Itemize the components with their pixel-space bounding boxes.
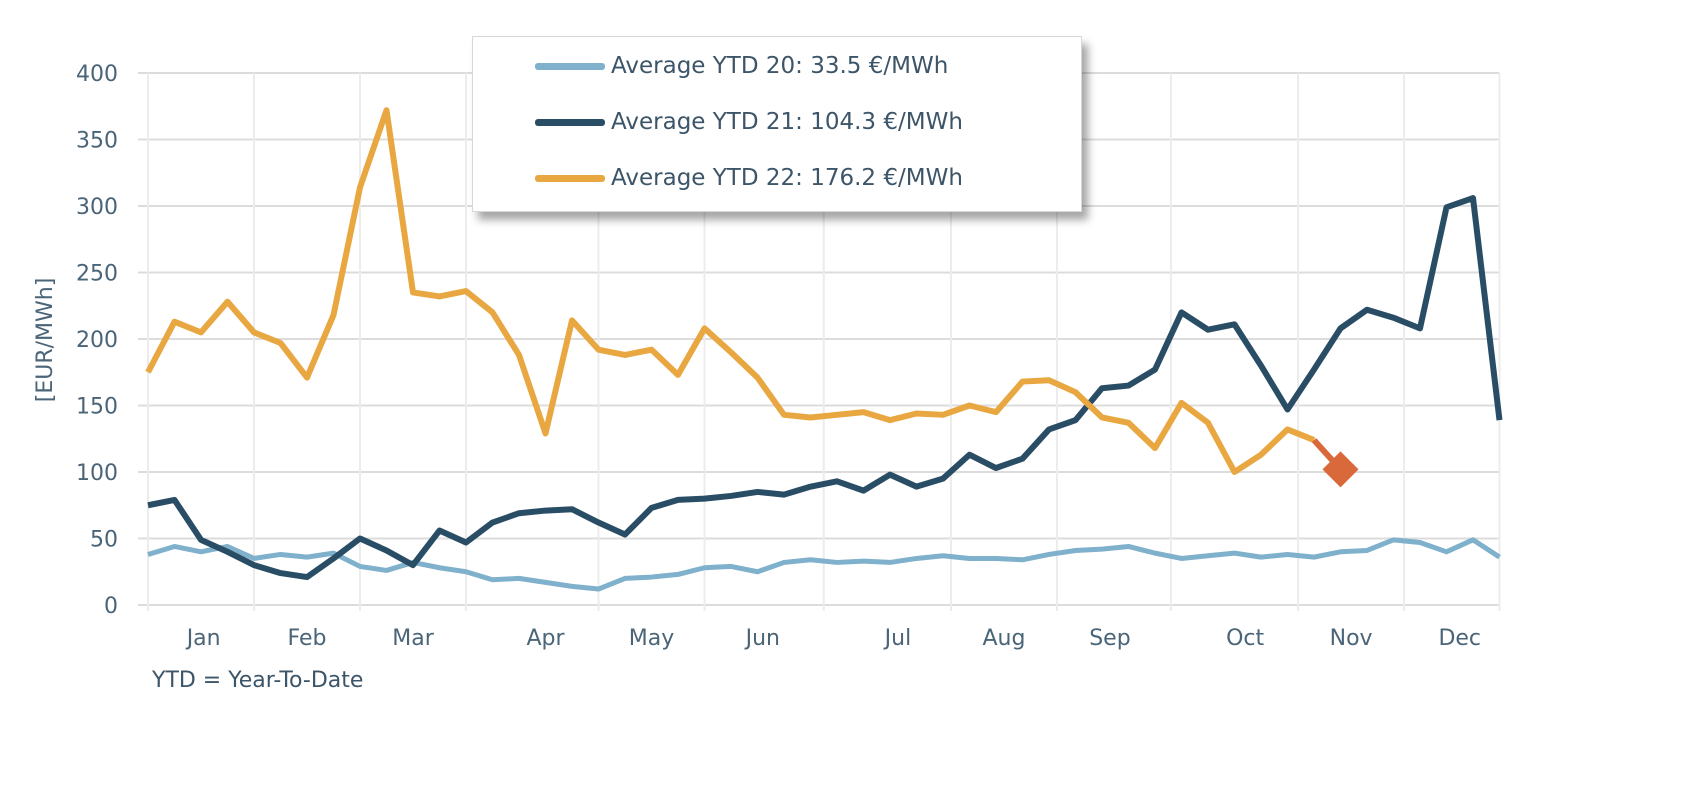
y-tick-label: 50 [90,528,118,553]
x-tick-label: Mar [392,626,434,651]
y-tick-label: 100 [76,461,118,486]
x-tick-label: May [629,626,674,651]
current-point-marker [1322,451,1359,488]
x-tick-label: Apr [526,626,565,651]
y-tick-label: 400 [76,62,118,87]
footnote: YTD = Year-To-Date [152,668,364,693]
y-tick-label: 200 [76,328,118,353]
legend-label: Average YTD 20: 33.5 €/MWh [611,53,949,79]
series-line-0 [147,537,1501,592]
y-tick-label: 350 [76,129,118,154]
legend-item-ytd21: Average YTD 21: 104.3 €/MWh [535,109,963,135]
series-lines [145,107,1503,592]
legend-label: Average YTD 22: 176.2 €/MWh [611,165,963,191]
x-tick-label: Nov [1330,626,1373,651]
x-axis-ticks: Jan Feb Mar Apr May Jun Jul Aug Sep Oct Nov Dec [185,626,1481,651]
series-line-2 [145,107,1316,475]
y-axis-label: [EUR/MWh] [33,278,58,403]
x-tick-label: Feb [288,626,327,651]
legend-item-ytd20: Average YTD 20: 33.5 €/MWh [535,53,948,79]
x-tick-label: Dec [1438,626,1481,651]
legend-swatch [535,62,605,70]
legend-swatch [535,174,605,182]
y-tick-label: 250 [76,262,118,287]
x-tick-label: Jan [185,626,221,651]
x-tick-label: Aug [982,626,1025,651]
series-line-1 [147,195,1503,581]
legend: Average YTD 20: 33.5 €/MWh Average YTD 2… [472,36,1082,212]
legend-swatch [535,118,605,126]
y-tick-label: 0 [104,594,118,619]
y-tick-label: 150 [76,395,118,420]
y-axis-ticks: 0 50 100 150 200 250 300 350 400 [76,62,118,619]
x-tick-label: Sep [1089,626,1130,651]
x-tick-label: Jul [883,626,912,651]
x-tick-label: Oct [1226,626,1264,651]
y-tick-label: 300 [76,195,118,220]
legend-label: Average YTD 21: 104.3 €/MWh [611,109,963,135]
legend-item-ytd22: Average YTD 22: 176.2 €/MWh [535,165,963,191]
x-tick-label: Jun [744,626,780,651]
